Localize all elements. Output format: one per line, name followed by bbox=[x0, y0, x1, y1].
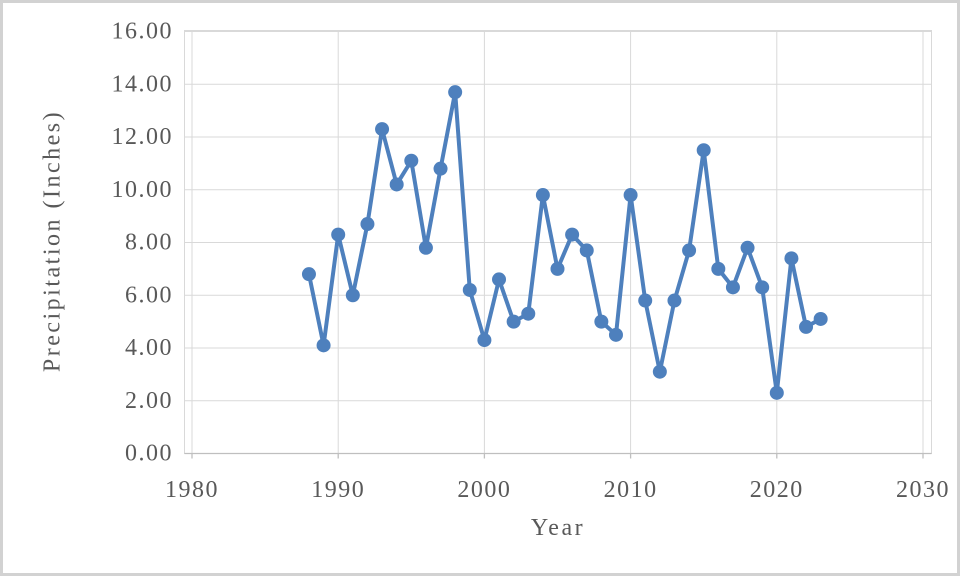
x-axis-tick-label: 1980 bbox=[165, 477, 219, 503]
data-point bbox=[696, 143, 711, 158]
x-axis-tick-label: 2030 bbox=[896, 477, 950, 503]
x-axis-title: Year bbox=[530, 515, 586, 541]
data-point bbox=[375, 122, 390, 137]
data-point bbox=[535, 188, 550, 203]
data-point bbox=[331, 227, 346, 242]
data-point bbox=[360, 217, 375, 232]
data-point bbox=[389, 177, 404, 192]
data-point bbox=[667, 293, 682, 308]
y-axis-title: Precipitation (Inches) bbox=[39, 109, 66, 373]
series-line bbox=[306, 90, 823, 395]
precipitation-line-chart: 0.00 2.00 4.00 6.00 8.00 10.00 12.00 14.00 16.00… bbox=[112, 19, 950, 504]
x-axis-tick-label: 1990 bbox=[311, 477, 365, 503]
data-point bbox=[345, 288, 360, 303]
data-point bbox=[652, 364, 667, 379]
y-axis-tick-label: 4.00 bbox=[125, 335, 173, 361]
data-point bbox=[521, 306, 536, 321]
data-point bbox=[725, 280, 740, 295]
data-point bbox=[404, 153, 419, 168]
data-point bbox=[477, 333, 492, 348]
data-point bbox=[316, 338, 331, 353]
data-point bbox=[506, 314, 521, 329]
data-point bbox=[433, 161, 448, 176]
data-point bbox=[799, 319, 814, 334]
data-point bbox=[565, 227, 580, 242]
data-point bbox=[711, 261, 726, 276]
data-point bbox=[550, 261, 565, 276]
data-point bbox=[579, 243, 594, 258]
y-axis-tick-label: 0.00 bbox=[125, 441, 173, 467]
data-point bbox=[492, 272, 507, 287]
data-point bbox=[740, 240, 755, 255]
data-point bbox=[682, 243, 697, 258]
y-axis-tick-label: 8.00 bbox=[125, 230, 173, 256]
data-point bbox=[418, 240, 433, 255]
data-point bbox=[301, 267, 316, 282]
y-axis-tick-label: 6.00 bbox=[125, 282, 173, 308]
x-axis-tick-label: 2000 bbox=[457, 477, 511, 503]
x-axis-tick-label: 2020 bbox=[750, 477, 804, 503]
data-point bbox=[623, 188, 638, 203]
data-point bbox=[608, 327, 623, 342]
y-axis-tick-label: 14.00 bbox=[112, 71, 174, 97]
data-point bbox=[784, 251, 799, 266]
y-axis-tick-label: 12.00 bbox=[112, 124, 174, 150]
data-point bbox=[769, 385, 784, 400]
data-point bbox=[594, 314, 609, 329]
x-axis-tick-label: 2010 bbox=[604, 477, 658, 503]
data-point bbox=[462, 282, 477, 297]
y-axis-tick-label: 16.00 bbox=[112, 19, 174, 45]
y-axis-tick-label: 10.00 bbox=[112, 177, 174, 203]
data-point bbox=[755, 280, 770, 295]
y-axis-tick-label: 2.00 bbox=[125, 388, 173, 414]
data-point bbox=[813, 311, 828, 326]
data-point bbox=[638, 293, 653, 308]
data-point bbox=[448, 85, 463, 100]
